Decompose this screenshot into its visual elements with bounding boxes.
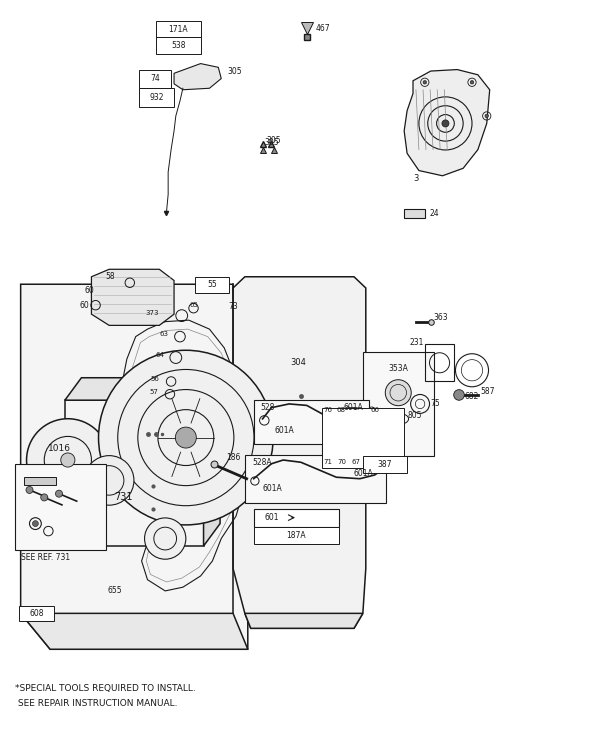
Text: 67: 67 [352,459,360,465]
Text: 601A: 601A [343,403,363,412]
Circle shape [99,350,273,525]
Text: 231: 231 [409,338,424,347]
Circle shape [350,426,358,434]
Text: 587: 587 [481,387,496,396]
Polygon shape [65,400,204,546]
Text: SEE REPAIR INSTRUCTION MANUAL.: SEE REPAIR INSTRUCTION MANUAL. [15,699,177,708]
Text: 373: 373 [146,310,159,316]
Circle shape [27,419,109,501]
Text: 1016: 1016 [48,444,70,453]
Circle shape [485,114,489,117]
Text: 187A: 187A [287,531,306,540]
Text: 73: 73 [228,302,238,311]
Bar [254,509,339,527]
Circle shape [55,490,63,497]
Polygon shape [174,64,221,90]
Text: 66: 66 [371,407,379,413]
Text: 932: 932 [149,93,163,102]
Text: 56: 56 [150,376,159,382]
Text: 64: 64 [155,352,164,358]
Bar [254,400,369,444]
Text: 60: 60 [84,286,94,295]
Text: 75: 75 [431,399,441,408]
Circle shape [423,81,427,84]
Text: 805: 805 [407,411,422,420]
Text: 528A: 528A [252,458,271,467]
Bar [15,464,106,550]
Text: 353A: 353A [388,364,408,373]
Text: 60: 60 [80,301,90,310]
Text: 731: 731 [114,492,133,503]
Polygon shape [21,613,248,649]
Polygon shape [91,269,174,325]
Text: 305: 305 [227,67,242,76]
Text: 71: 71 [323,459,332,465]
Text: 387: 387 [378,460,392,469]
Circle shape [175,427,196,448]
Circle shape [385,380,411,405]
Text: SEE REF. 731: SEE REF. 731 [21,553,70,562]
Text: 538: 538 [171,41,186,50]
Bar [254,527,339,544]
Bar [363,352,434,456]
Circle shape [84,456,134,505]
Bar [156,37,201,54]
Text: 55: 55 [207,280,217,289]
Bar [19,606,54,621]
Text: 528: 528 [261,403,275,412]
Text: 305: 305 [264,138,279,147]
Circle shape [26,486,33,494]
Bar [156,21,201,37]
Bar [322,408,404,468]
Text: 601A: 601A [354,469,373,478]
Circle shape [41,494,48,501]
Circle shape [442,120,449,127]
Text: 68: 68 [336,407,345,413]
Polygon shape [21,284,248,649]
Text: 682: 682 [465,392,479,401]
Polygon shape [65,378,220,400]
Text: 70: 70 [337,459,346,465]
Text: 655: 655 [108,586,122,595]
Circle shape [454,390,464,400]
Bar [322,408,404,468]
Text: 186: 186 [226,453,240,462]
Bar [245,455,386,503]
Text: 363: 363 [434,313,448,322]
Bar [363,456,407,473]
Text: 304: 304 [290,358,306,367]
Text: 74: 74 [150,74,160,84]
Bar [139,88,174,107]
Polygon shape [24,477,56,485]
Text: 3: 3 [413,174,418,183]
Text: 305: 305 [267,136,281,145]
Bar [195,277,229,293]
Text: 608: 608 [30,609,44,618]
Text: 76: 76 [323,407,332,413]
Text: 63: 63 [159,331,168,337]
Circle shape [32,521,38,527]
Circle shape [61,453,75,467]
Text: 601: 601 [264,513,279,522]
Text: 171A: 171A [169,25,188,34]
Text: 57: 57 [149,389,158,395]
Circle shape [332,408,376,453]
Polygon shape [204,378,220,546]
Polygon shape [245,613,363,628]
Text: 601A: 601A [274,426,294,435]
Circle shape [470,81,474,84]
Polygon shape [404,70,490,176]
Text: 601A: 601A [263,484,282,493]
Text: *SPECIAL TOOLS REQUIRED TO INSTALL.: *SPECIAL TOOLS REQUIRED TO INSTALL. [15,684,195,693]
Text: 58: 58 [106,272,115,281]
Circle shape [145,518,186,560]
Text: 24: 24 [430,209,439,218]
Text: 65: 65 [190,302,199,308]
Bar [139,70,171,88]
Polygon shape [233,277,366,628]
Bar [425,344,454,381]
Text: 467: 467 [316,24,330,33]
Bar [404,209,425,218]
